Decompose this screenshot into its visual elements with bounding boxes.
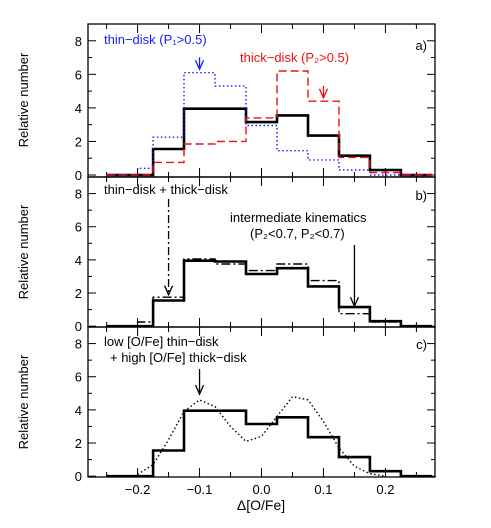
y-tick-label: 2 bbox=[75, 134, 82, 149]
x-tick-label: 0.2 bbox=[376, 482, 394, 497]
panel-a-ylabel: Relative number bbox=[16, 52, 31, 147]
y-tick-label: 8 bbox=[75, 34, 82, 49]
y-tick-label: 8 bbox=[75, 187, 82, 202]
series-dotted bbox=[137, 395, 386, 477]
low-high-annotation-line2: + high [O/Fe] thick−disk bbox=[110, 350, 247, 365]
x-tick-label: −0.1 bbox=[187, 482, 213, 497]
panel-c-ylabel: Relative number bbox=[16, 354, 31, 449]
y-tick-label: 2 bbox=[75, 436, 82, 451]
y-tick-label: 4 bbox=[75, 403, 82, 418]
panel-c-arrows bbox=[194, 369, 205, 396]
thick-disk-annotation: thick−disk (P₂>0.5) bbox=[240, 50, 349, 65]
arrow-head bbox=[194, 60, 205, 71]
panel-c: Relative number c) low [O/Fe] thin−disk … bbox=[16, 326, 436, 497]
series-dashdot bbox=[106, 258, 432, 327]
arrow-head bbox=[163, 285, 174, 297]
x-tick-labels: −0.2 −0.1 0.0 0.1 0.2 bbox=[125, 482, 395, 497]
panel-b-yticks: 0 2 4 6 8 bbox=[75, 187, 435, 334]
thin-thick-annotation: thin−disk + thick−disk bbox=[104, 182, 228, 197]
y-tick-label: 0 bbox=[75, 168, 82, 183]
panel-a-label: a) bbox=[415, 38, 427, 53]
y-tick-label: 4 bbox=[75, 101, 82, 116]
panel-b-ylabel: Relative number bbox=[16, 204, 31, 299]
x-axis-label: Δ[O/Fe] bbox=[237, 497, 285, 513]
y-tick-label: 2 bbox=[75, 286, 82, 301]
y-tick-label: 8 bbox=[75, 337, 82, 352]
intermediate-annotation-line2: (P₂<0.7, P₂<0.7) bbox=[250, 226, 345, 241]
y-tick-label: 0 bbox=[75, 469, 82, 484]
panel-c-label: c) bbox=[416, 337, 427, 352]
panel-b-label: b) bbox=[415, 188, 427, 203]
y-tick-label: 4 bbox=[75, 253, 82, 268]
y-tick-label: 6 bbox=[75, 220, 82, 235]
y-tick-label: 6 bbox=[75, 67, 82, 82]
series-solid bbox=[106, 259, 432, 328]
low-high-annotation: low [O/Fe] thin−disk bbox=[104, 334, 219, 349]
x-tick-label: 0.1 bbox=[314, 482, 332, 497]
y-tick-label: 6 bbox=[75, 370, 82, 385]
x-tick-label: 0.0 bbox=[252, 482, 270, 497]
thin-disk-annotation: thin−disk (P₁>0.5) bbox=[104, 32, 207, 47]
panel-a-xticks bbox=[106, 24, 417, 177]
panel-a: Relative number a) thin−disk (P₁>0.5) th… bbox=[16, 23, 436, 183]
arrow-head bbox=[349, 297, 360, 308]
panel-c-yticks: 0 2 4 6 8 bbox=[75, 337, 435, 484]
panel-c-series bbox=[106, 395, 432, 478]
series-dotted bbox=[106, 72, 432, 176]
panel-a-series bbox=[106, 70, 432, 177]
arrow-head bbox=[318, 88, 329, 100]
panel-b-series bbox=[106, 258, 432, 328]
x-tick-label: −0.2 bbox=[125, 482, 151, 497]
arrow-head bbox=[194, 384, 205, 396]
intermediate-annotation: intermediate kinematics bbox=[230, 210, 367, 225]
panel-a-arrows bbox=[194, 57, 329, 100]
series-solid bbox=[106, 409, 432, 478]
series-dashed bbox=[106, 70, 432, 176]
panel-b-frame bbox=[87, 176, 436, 328]
panel-b-arrows bbox=[163, 199, 360, 308]
panel-a-yticks: 0 2 4 6 8 bbox=[75, 34, 435, 183]
panel-b: Relative number b) thin−disk + thick−dis… bbox=[16, 176, 436, 334]
y-tick-label: 0 bbox=[75, 319, 82, 334]
series-solid bbox=[106, 107, 432, 177]
